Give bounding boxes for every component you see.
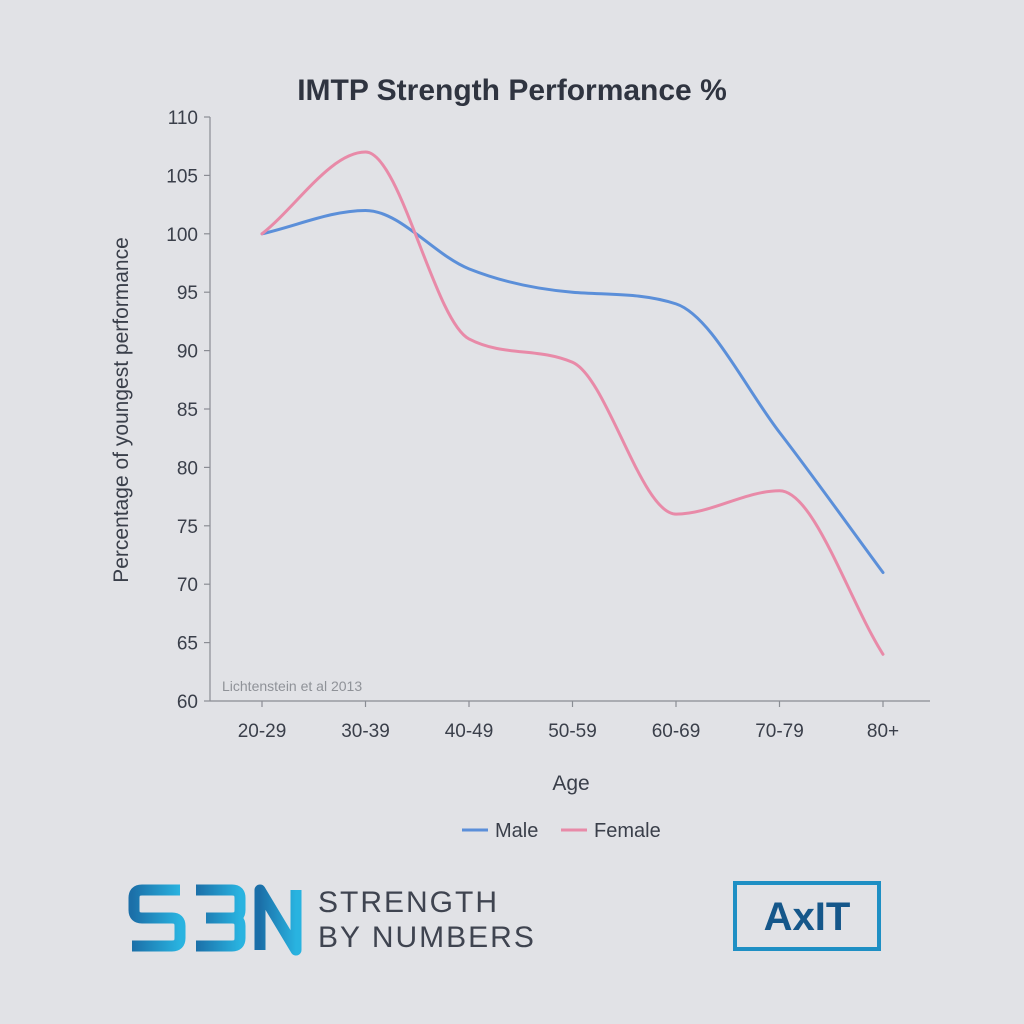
x-tick-label: 70-79 bbox=[755, 721, 804, 742]
x-tick-label: 80+ bbox=[867, 721, 899, 742]
x-tick-label: 40-49 bbox=[445, 721, 494, 742]
sbn-mark bbox=[128, 884, 302, 956]
source-annotation: Lichtenstein et al 2013 bbox=[222, 678, 362, 694]
y-tick-label: 75 bbox=[177, 517, 198, 538]
y-tick-label: 110 bbox=[168, 108, 198, 129]
x-tick-label: 60-69 bbox=[652, 721, 701, 742]
x-tick-label: 20-29 bbox=[238, 721, 287, 742]
x-tick-label: 30-39 bbox=[341, 721, 390, 742]
y-tick-label: 85 bbox=[177, 400, 198, 421]
y-tick-label: 100 bbox=[166, 225, 198, 246]
y-tick-label: 60 bbox=[177, 692, 198, 713]
legend: Male Female bbox=[462, 820, 661, 842]
legend-label-female: Female bbox=[594, 820, 661, 842]
y-axis-label: Percentage of youngest performance bbox=[110, 237, 133, 583]
axit-logo: AxIT bbox=[733, 881, 881, 951]
y-tick-label: 80 bbox=[177, 458, 198, 479]
y-tick-label: 105 bbox=[166, 166, 198, 187]
y-tick-label: 90 bbox=[177, 342, 198, 363]
y-tick-label: 95 bbox=[177, 283, 198, 304]
series-line-female bbox=[260, 150, 885, 656]
y-tick-label: 65 bbox=[177, 634, 198, 655]
sbn-logo: STRENGTH BY NUMBERS bbox=[128, 884, 536, 956]
sbn-text-line1: STRENGTH bbox=[318, 886, 499, 919]
chart-title: IMTP Strength Performance % bbox=[297, 74, 727, 107]
axit-mark: AxIT bbox=[764, 895, 851, 939]
series-line-male bbox=[260, 208, 885, 575]
y-tick-label: 70 bbox=[177, 575, 198, 596]
series-lines bbox=[260, 150, 885, 656]
axes: 60 65 70 75 80 85 90 95 100 105 110 20-29 30-39 40-49… bbox=[166, 108, 930, 742]
x-tick-label: 50-59 bbox=[548, 721, 597, 742]
sbn-text-line2: BY NUMBERS bbox=[318, 921, 536, 954]
chart: IMTP Strength Performance % Percentage o… bbox=[110, 74, 930, 842]
legend-label-male: Male bbox=[495, 820, 538, 842]
x-axis-label: Age bbox=[552, 772, 589, 795]
